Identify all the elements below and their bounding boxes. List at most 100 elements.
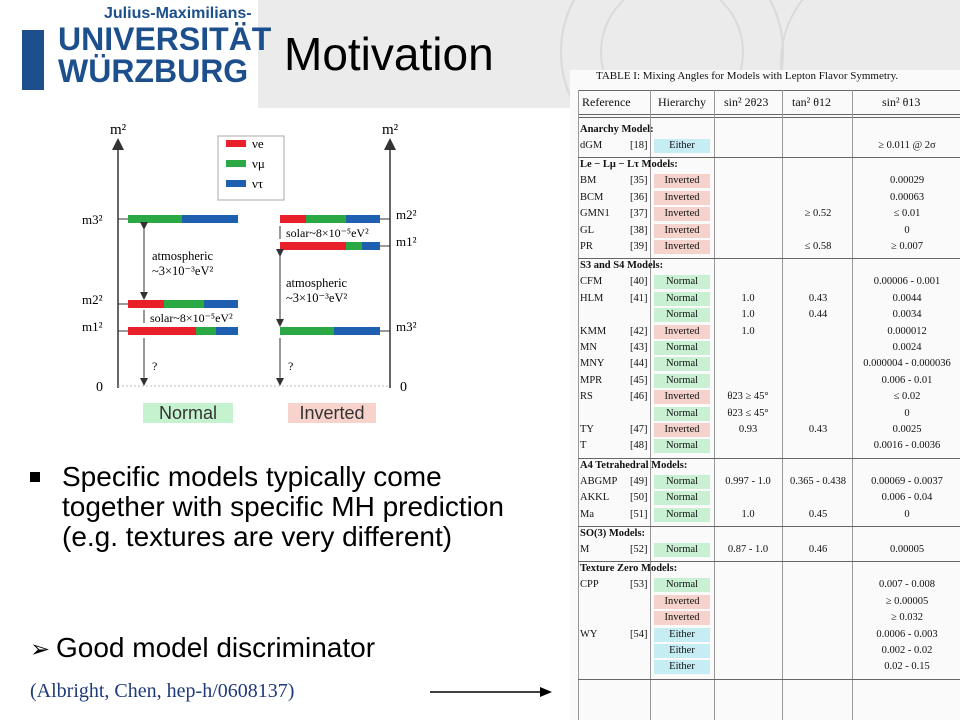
normal-solar-label: solar~8×10⁻⁵eV² [150,311,233,325]
hierarchy-highlight [654,390,710,405]
table-rule [578,561,960,563]
table-row: Inverted ≥ 0.032 [570,611,960,627]
cell-citation: [44] [630,358,648,370]
hierarchy-highlight [654,543,710,557]
cell-tan2-theta12: 0.43 [808,292,828,304]
cell-reference: AKKL [580,492,610,504]
cell-sin2-theta13: 0 [904,407,910,419]
cell-citation: [49] [630,475,648,487]
cell-sin2-theta13: 0.0025 [892,424,922,435]
legend-label-nutau: ντ [252,176,263,191]
logo-subtitle: Julius-Maximilians- [104,5,252,22]
cell-sin2-2theta23: 0.997 - 1.0 [725,475,771,487]
cell-citation: [50] [630,492,648,504]
right-level-m1: m1² [396,234,417,249]
cell-sin2-2theta23: 0.93 [738,424,758,435]
table-row: WY [54] Either 0.0006 - 0.003 [570,627,960,644]
table-row: MNY [44] Normal 0.000004 - 0.000036 [570,357,960,373]
table-row: Ma [51] Normal 1.0 0.45 0 [570,507,960,524]
hierarchy-highlight [654,291,710,306]
cell-hierarchy: Normal [665,579,699,591]
hierarchy-highlight [654,611,710,626]
cell-hierarchy: Inverted [664,325,700,337]
cell-hierarchy: Normal [665,358,699,370]
inverted-hierarchy-label: Inverted [288,403,376,423]
hierarchy-highlight [654,275,710,290]
hierarchy-highlight [654,190,710,205]
table-row: GL [38] Inverted 0 [570,223,960,240]
cell-hierarchy: Normal [665,309,699,321]
cell-reference: CFM [580,276,603,288]
table-section-title: A4 Tetrahedral Models: [580,459,688,471]
cell-reference: CPP [580,579,599,591]
cell-hierarchy: Normal [665,508,699,520]
cell-sin2-theta13: 0 [904,224,910,236]
table-rule [578,114,960,115]
cell-reference: Ma [580,508,594,520]
hierarchy-highlight [654,627,710,642]
hierarchy-highlight [654,174,710,189]
column-header: Reference [582,95,631,109]
column-header: tan² θ12 [792,95,832,109]
cell-citation: [54] [630,628,648,640]
cell-sin2-theta13: ≤ 0.02 [893,391,921,403]
cell-tan2-theta12: 0.44 [808,309,828,321]
inverted-atm-value: ~3×10⁻³eV² [286,291,347,305]
cell-sin2-theta13: 0.00069 - 0.0037 [871,475,943,487]
hierarchy-highlight [654,373,710,388]
cell-reference: GMN1 [580,208,610,220]
cell-hierarchy: Inverted [664,175,700,187]
table-section-title: Texture Zero Models: [580,563,678,575]
right-axis-label: m² [382,122,399,138]
cell-sin2-theta13: 0.00029 [889,175,925,187]
cell-reference: T [580,440,587,452]
cell-sin2-2theta23: θ23 ≥ 45° [727,391,769,403]
hierarchy-highlight [654,423,710,437]
cell-sin2-theta13: 0.02 - 0.15 [884,661,930,673]
arrow-bullet-icon: ➢ [30,636,51,663]
cell-hierarchy: Either [669,645,695,656]
cell-citation: [51] [630,508,648,520]
inverted-atm-label: atmospheric [286,276,348,290]
table-row: BCM [36] Inverted 0.00063 [570,190,960,207]
cell-sin2-theta13: 0.000012 [887,325,927,337]
legend-label-nue: νe [252,136,264,151]
table-row: MPR [45] Normal 0.006 - 0.01 [570,373,960,390]
cell-hierarchy: Normal [665,407,699,419]
normal-m3-level [128,215,238,223]
cell-tan2-theta12: 0.365 - 0.438 [790,475,846,487]
header-banner: Julius-Maximilians- UNIVERSITÄT WÜRZBURG [0,0,960,108]
table-rule [578,90,960,91]
normal-hierarchy-label: Normal [143,403,233,423]
cell-hierarchy: Inverted [664,241,700,252]
legend-label-numu: νμ [252,156,265,171]
inverted-m3-level [280,327,380,335]
table-row: HLM [41] Normal 1.0 0.43 0.0044 [570,291,960,308]
hierarchy-highlight [654,594,710,609]
normal-unknown-label: ? [152,359,157,373]
cell-citation: [52] [630,544,648,555]
table-row: GMN1 [37] Inverted ≥ 0.52 ≤ 0.01 [570,207,960,223]
cell-reference: WY [580,628,598,640]
table-rule [714,90,715,720]
cell-sin2-theta13: 0.006 - 0.01 [881,374,933,386]
square-bullet-icon [30,472,40,482]
hierarchy-highlight [654,207,710,222]
cell-hierarchy: Inverted [664,424,700,435]
cell-sin2-theta13: 0.00006 - 0.001 [873,276,941,288]
bullet-text: Good model discriminator [56,632,376,663]
cell-hierarchy: Normal [665,492,699,504]
cell-citation: [36] [630,191,648,203]
table-row: PR [39] Inverted ≤ 0.58 ≥ 0.007 [570,240,960,256]
cell-hierarchy: Inverted [664,391,700,403]
table-row: M [52] Normal 0.87 - 1.0 0.46 0.00005 [570,543,960,559]
cell-sin2-theta13: 0 [904,508,910,520]
bullet-text: Specific models typically come together … [62,461,504,552]
cell-tan2-theta12: 0.46 [808,544,828,555]
column-header: Hierarchy [658,95,706,109]
table-section-title: S3 and S4 Models: [580,260,664,272]
right-zero-label: 0 [400,380,407,395]
bullet-item: ➢ Good model discriminator [30,632,375,664]
cell-sin2-theta13: 0.0034 [892,309,922,321]
cell-sin2-theta13: 0.002 - 0.02 [881,645,933,656]
